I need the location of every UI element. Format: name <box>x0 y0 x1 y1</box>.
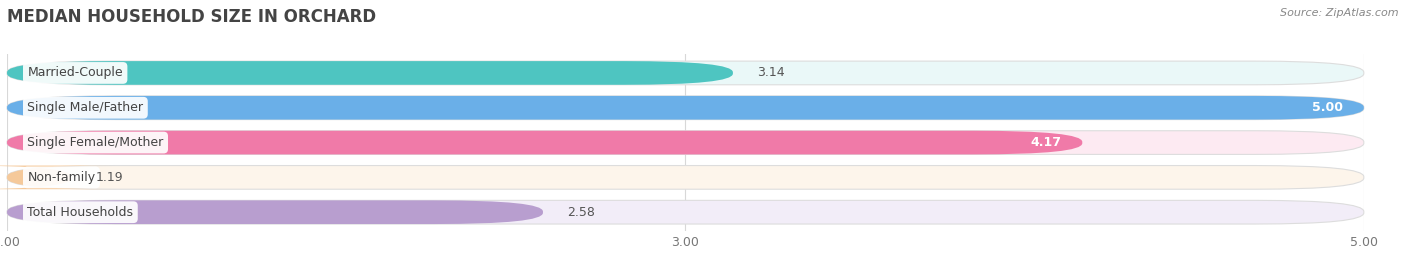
Text: Source: ZipAtlas.com: Source: ZipAtlas.com <box>1281 8 1399 18</box>
Text: Married-Couple: Married-Couple <box>27 66 122 79</box>
Text: MEDIAN HOUSEHOLD SIZE IN ORCHARD: MEDIAN HOUSEHOLD SIZE IN ORCHARD <box>7 8 377 26</box>
FancyBboxPatch shape <box>7 165 1364 189</box>
Text: 3.14: 3.14 <box>756 66 785 79</box>
Text: Single Male/Father: Single Male/Father <box>27 101 143 114</box>
FancyBboxPatch shape <box>7 131 1083 154</box>
FancyBboxPatch shape <box>7 200 543 224</box>
FancyBboxPatch shape <box>7 61 1364 85</box>
FancyBboxPatch shape <box>7 131 1364 154</box>
FancyBboxPatch shape <box>7 96 1364 120</box>
FancyBboxPatch shape <box>7 61 733 85</box>
FancyBboxPatch shape <box>7 200 1364 224</box>
FancyBboxPatch shape <box>7 96 1364 120</box>
Text: Single Female/Mother: Single Female/Mother <box>27 136 163 149</box>
Text: 2.58: 2.58 <box>567 206 595 219</box>
Text: 5.00: 5.00 <box>1312 101 1344 114</box>
Text: Non-family: Non-family <box>27 171 96 184</box>
Text: 4.17: 4.17 <box>1031 136 1062 149</box>
Text: 1.19: 1.19 <box>96 171 122 184</box>
FancyBboxPatch shape <box>0 165 115 189</box>
Text: Total Households: Total Households <box>27 206 134 219</box>
